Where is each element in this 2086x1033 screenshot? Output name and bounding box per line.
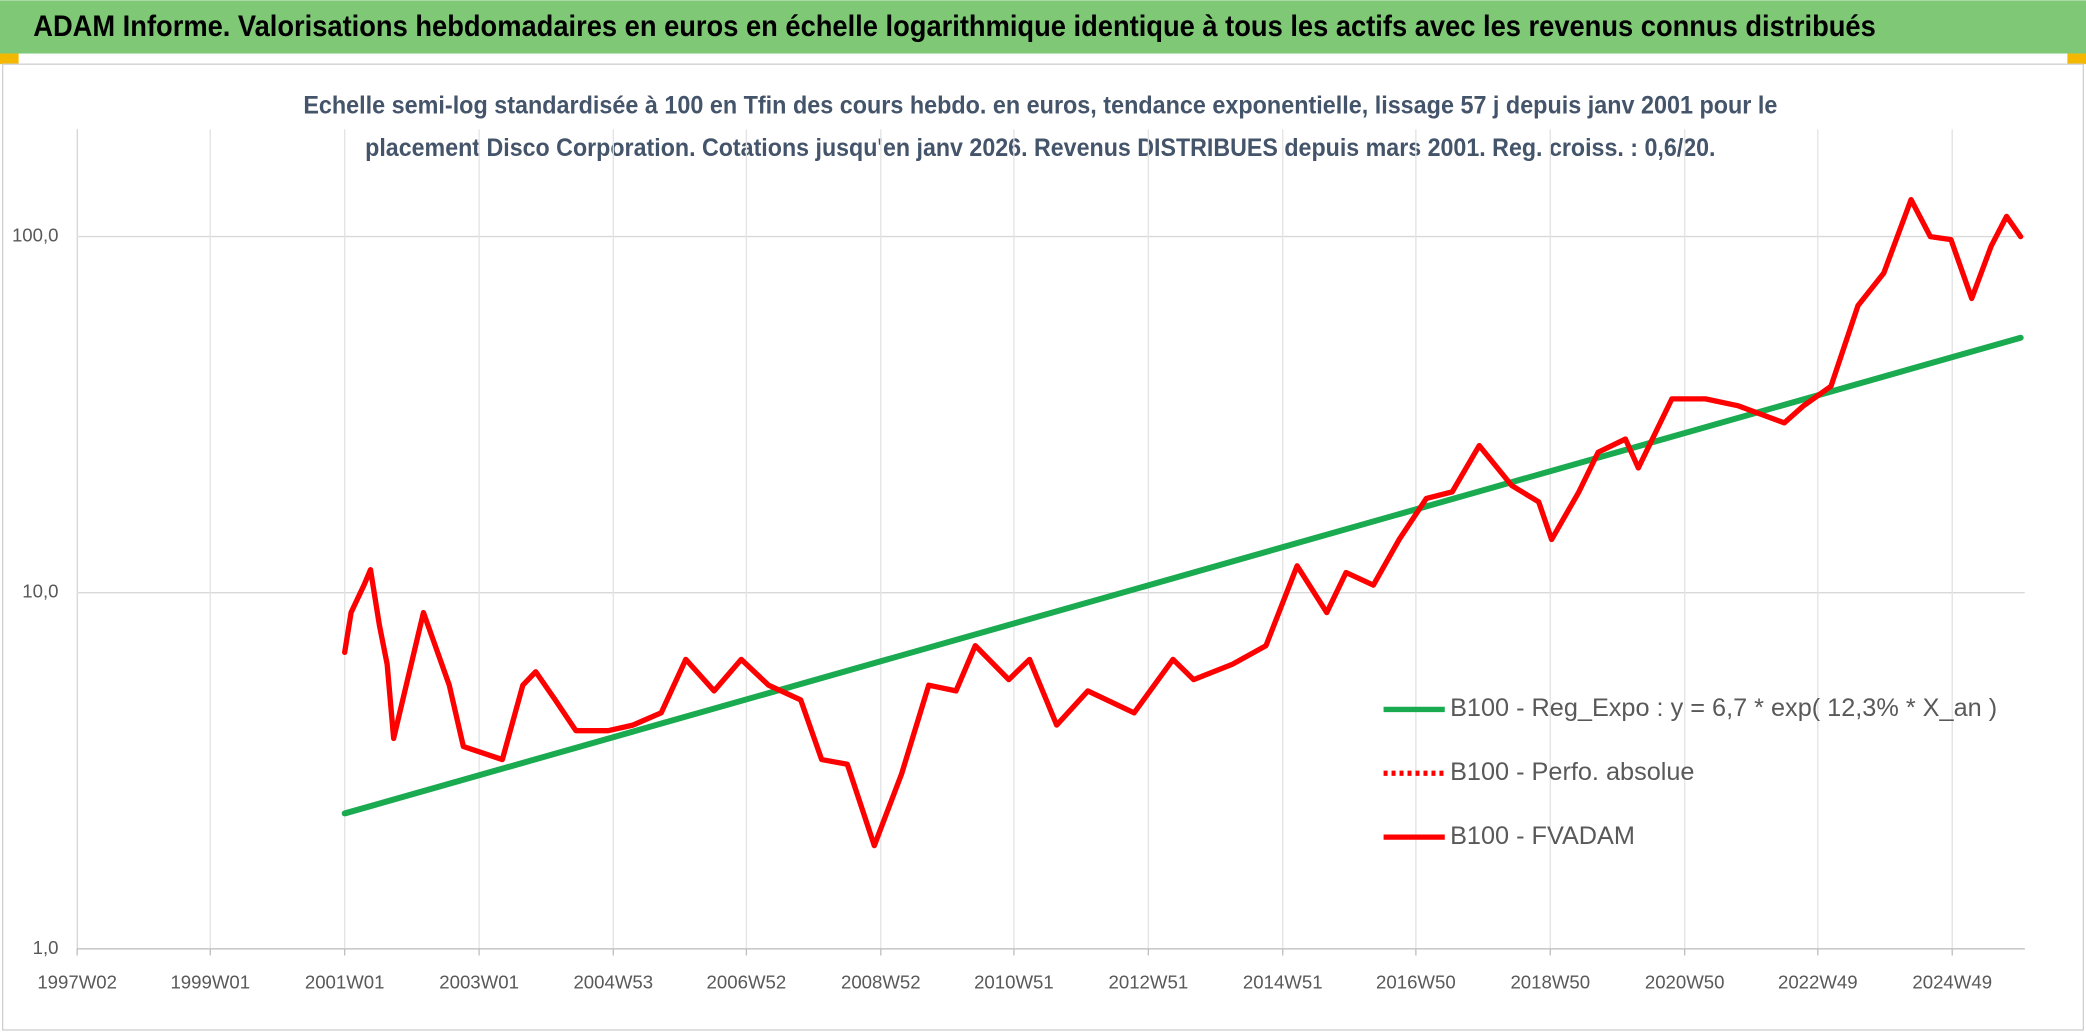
legend-label: B100 - FVADAM bbox=[1450, 822, 1635, 850]
x-tick-label: 2001W01 bbox=[305, 971, 385, 992]
subtitle: placement Disco Corporation. Cotations j… bbox=[365, 134, 1715, 162]
x-tick-label: 2008W52 bbox=[841, 971, 921, 992]
x-tick-label: 2018W50 bbox=[1510, 971, 1590, 992]
x-tick-label: 2010W51 bbox=[974, 971, 1054, 992]
x-tick-label: 2022W49 bbox=[1778, 971, 1858, 992]
x-tick-label: 2012W51 bbox=[1109, 971, 1189, 992]
y-tick-label: 1,0 bbox=[33, 937, 59, 958]
x-tick-label: 2004W53 bbox=[573, 971, 653, 992]
title-bar bbox=[0, 0, 2086, 54]
x-tick-label: 1999W01 bbox=[170, 971, 250, 992]
y-tick-label: 10,0 bbox=[22, 581, 58, 602]
subtitle: Echelle semi-log standardisée à 100 en T… bbox=[303, 91, 1777, 119]
series-line bbox=[341, 334, 2024, 817]
x-tick-label: 2003W01 bbox=[439, 971, 519, 992]
x-tick-label: 2024W49 bbox=[1912, 971, 1992, 992]
x-tick-label: 2016W50 bbox=[1376, 971, 1456, 992]
legend-label: B100 - Perfo. absolue bbox=[1450, 758, 1694, 786]
chart-border bbox=[1, 63, 2085, 1031]
x-tick-label: 2014W51 bbox=[1243, 971, 1323, 992]
y-tick-label: 100,0 bbox=[12, 224, 59, 245]
legend-label: B100 - Reg_Expo : y = 6,7 * exp( 12,3% *… bbox=[1450, 694, 1997, 722]
series-line bbox=[342, 196, 2024, 849]
x-tick-label: 1997W02 bbox=[37, 971, 117, 992]
corner bbox=[0, 53, 19, 65]
x-tick-label: 2006W52 bbox=[707, 971, 787, 992]
corner bbox=[2067, 53, 2086, 65]
x-tick-label: 2020W50 bbox=[1645, 971, 1725, 992]
chart-title: ADAM Informe. Valorisations hebdomadaire… bbox=[33, 11, 1876, 43]
